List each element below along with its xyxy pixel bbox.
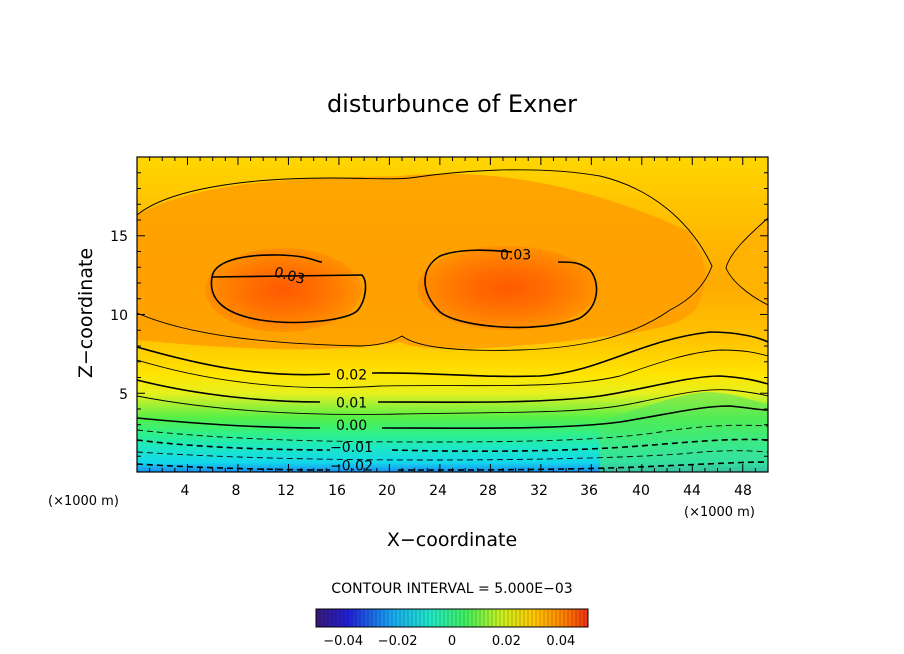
colorbar-tick-label: 0.04 xyxy=(546,634,575,649)
x-tick-label: 16 xyxy=(328,483,346,499)
x-tick-label: 12 xyxy=(277,483,295,499)
y-tick-label: 10 xyxy=(110,308,128,324)
y-axis-title: Z−coordinate xyxy=(75,248,97,378)
field-right-maximum xyxy=(417,246,597,330)
contour-line-0.025-lower xyxy=(137,309,671,351)
field-green-bump xyxy=(600,392,768,472)
contour-label: −0.01 xyxy=(330,440,373,456)
x-tick-label: 40 xyxy=(632,483,650,499)
tick-marks xyxy=(137,157,768,472)
x-tick-labels: 4 8 12 16 20 24 28 32 36 40 44 48 xyxy=(181,483,752,499)
y-tick-label: 15 xyxy=(110,229,128,245)
y-tick-label: 5 xyxy=(119,387,128,403)
contour-label: 0.00 xyxy=(336,418,367,434)
x-axis-title: X−coordinate xyxy=(387,529,517,551)
colorbar xyxy=(315,608,589,628)
x-tick-label: 20 xyxy=(378,483,396,499)
field-left-maximum xyxy=(205,248,361,332)
contour-labels: 0.03 0.03 0.02 0.01 0.00 −0.01 −0.02 xyxy=(272,248,531,475)
contour-line-0.01 xyxy=(137,375,768,404)
contour-label: 0.03 xyxy=(500,248,531,264)
contour-label: 0.03 xyxy=(272,264,306,288)
colorbar-tick-label: 0.02 xyxy=(492,634,521,649)
colorbar-tick-label: −0.02 xyxy=(378,634,418,649)
contour-line-0.015 xyxy=(137,349,768,389)
contour-line-0.025-right xyxy=(725,217,768,306)
x-unit-label: (×1000 m) xyxy=(684,505,755,520)
y-unit-label: (×1000 m) xyxy=(48,494,119,509)
contour-line-0.03-right xyxy=(424,249,598,329)
colorbar-stripes xyxy=(319,609,585,627)
contour-line-neg-0.015 xyxy=(137,450,768,461)
x-tick-label: 36 xyxy=(580,483,598,499)
x-tick-label: 44 xyxy=(683,483,701,499)
contour-line-0.02 xyxy=(137,331,768,378)
contour-line-0.005 xyxy=(137,389,768,415)
contour-line-0.03-left xyxy=(210,254,367,324)
x-tick-label: 8 xyxy=(232,483,241,499)
contour-label: −0.02 xyxy=(330,459,373,475)
contour-line-0.00 xyxy=(137,405,768,430)
colorbar-tick-label: 0 xyxy=(448,634,456,649)
colorbar-tick-labels: −0.04 −0.02 0 0.02 0.04 xyxy=(323,634,575,649)
x-tick-label: 48 xyxy=(734,483,752,499)
field-right-region xyxy=(726,218,768,308)
chart-title: disturbunce of Exner xyxy=(327,90,577,118)
x-tick-label: 28 xyxy=(479,483,497,499)
contour-line-neg-0.005 xyxy=(137,424,768,443)
contour-lines xyxy=(137,169,768,471)
contour-label: 0.02 xyxy=(336,367,367,383)
contour-interval-text: CONTOUR INTERVAL = 5.000E−03 xyxy=(331,581,572,597)
y-tick-labels: 5 10 15 xyxy=(110,229,128,403)
contour-line-0.025-outer xyxy=(137,169,713,311)
contour-line-neg-0.01 xyxy=(137,438,768,452)
x-tick-label: 24 xyxy=(429,483,447,499)
x-tick-label: 4 xyxy=(181,483,190,499)
colorbar-tick-label: −0.04 xyxy=(323,634,363,649)
contour-label: 0.01 xyxy=(336,396,367,412)
x-tick-label: 32 xyxy=(530,483,548,499)
